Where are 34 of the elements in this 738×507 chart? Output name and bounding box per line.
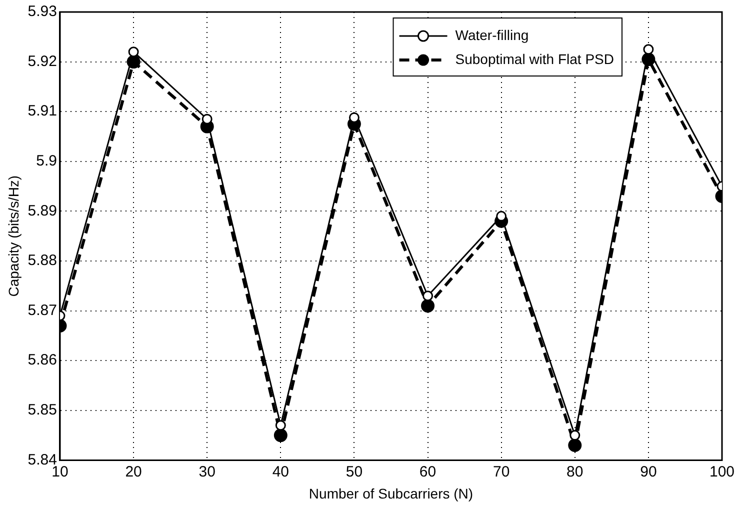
point	[568, 438, 582, 452]
point	[422, 290, 434, 302]
point	[128, 46, 139, 58]
x-tick-label: 40	[272, 463, 290, 480]
y-tick-label: 5.89	[28, 202, 57, 220]
point	[496, 210, 507, 222]
x-axis-title: Number of Subcarriers (N)	[308, 485, 474, 502]
x-tick-label: 50	[346, 463, 363, 480]
x-tick-label: 20	[125, 463, 142, 480]
point	[570, 430, 580, 441]
point	[274, 428, 288, 442]
y-tick-label: 5.86	[28, 352, 57, 369]
point	[202, 114, 212, 124]
legend-label: Suboptimal with Flat PSD	[455, 50, 614, 67]
x-tick-label: 60	[419, 463, 436, 480]
y-tick-label: 5.9	[36, 152, 57, 170]
x-tick-label: 90	[640, 463, 657, 480]
x-tick-label: 30	[198, 463, 216, 480]
y-tick-label: 5.87	[28, 302, 57, 319]
x-tick-label: 70	[492, 463, 510, 480]
y-tick-label: 5.93	[28, 3, 57, 20]
point	[275, 420, 286, 431]
y-tick-label: 5.91	[28, 102, 57, 120]
y-tick-label: 5.88	[28, 252, 57, 270]
point	[643, 44, 654, 55]
x-tick-label: 80	[566, 463, 584, 480]
y-tick-label: 5.85	[28, 402, 57, 419]
x-tick-label: 10	[52, 463, 68, 480]
y-tick-label: 5.92	[28, 52, 57, 70]
legend-label: Water-filling	[455, 26, 529, 43]
point	[421, 299, 435, 313]
y-axis-title: Capacity (bits/s/Hz)	[5, 175, 22, 297]
x-tick-label: 100	[709, 463, 735, 480]
point	[348, 112, 360, 123]
